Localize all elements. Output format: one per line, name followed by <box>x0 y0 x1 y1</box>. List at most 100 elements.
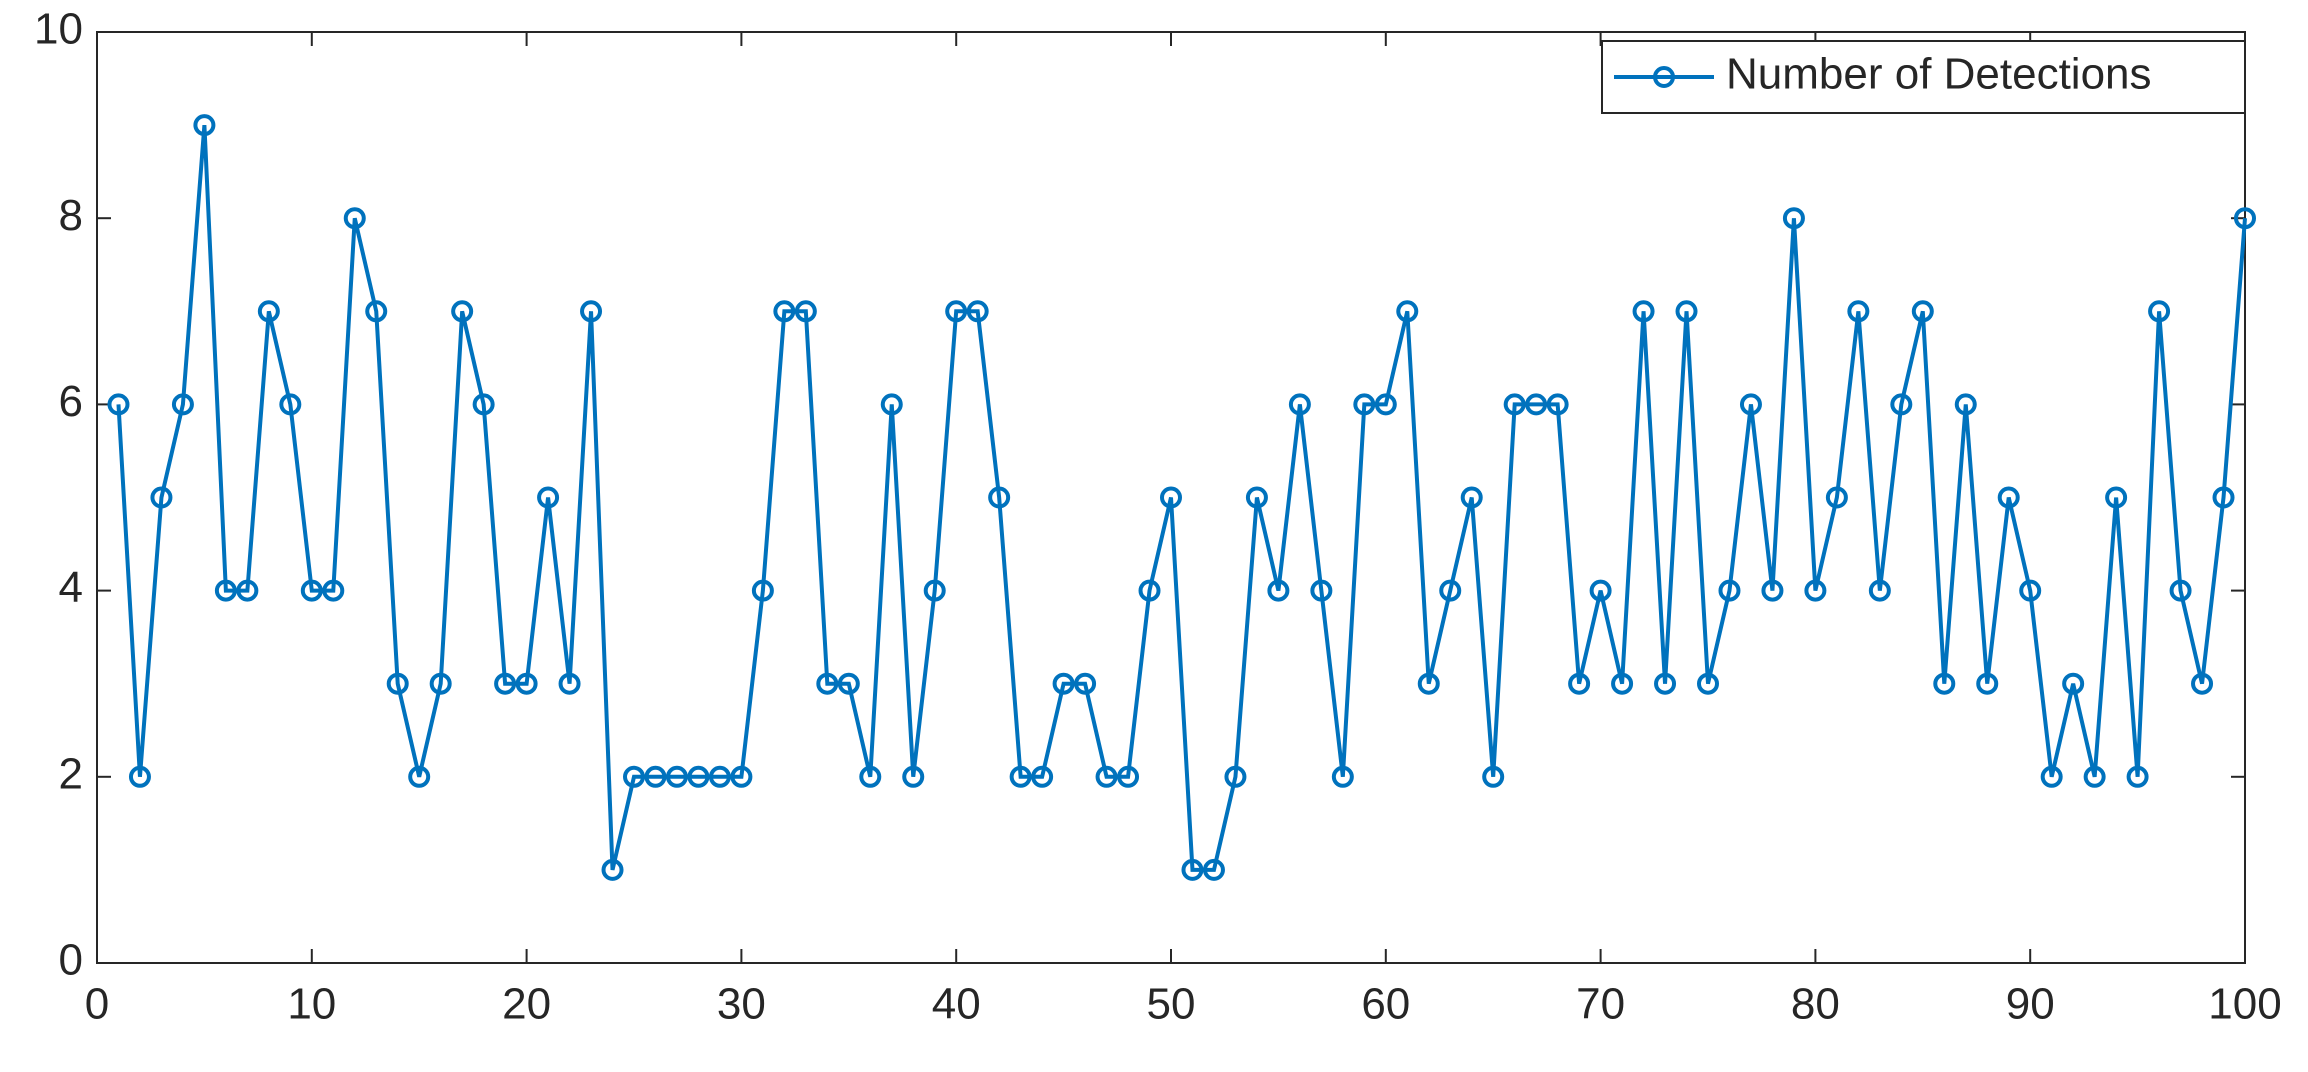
data-point <box>1911 300 1934 323</box>
data-point <box>1611 672 1634 695</box>
x-tick-label: 0 <box>85 980 109 1029</box>
data-point <box>1353 393 1376 416</box>
data-point <box>1374 393 1397 416</box>
data-point <box>537 486 560 509</box>
data-point <box>2062 672 2085 695</box>
data-point <box>1074 672 1097 695</box>
data-point <box>1331 765 1354 788</box>
data-point <box>623 765 645 788</box>
data-point <box>923 579 946 602</box>
data-point <box>1160 486 1182 509</box>
data-point <box>837 672 860 695</box>
data-point <box>2105 486 2128 509</box>
data-point <box>751 579 774 602</box>
data-point <box>1782 207 1805 230</box>
data-point <box>1202 858 1225 881</box>
data-point <box>2148 300 2171 323</box>
data-point <box>1654 672 1677 695</box>
y-tick-label: 10 <box>34 5 83 54</box>
data-point <box>1031 765 1054 788</box>
data-point <box>880 393 903 416</box>
data-point <box>988 486 1011 509</box>
data-point <box>2126 765 2149 788</box>
data-point <box>1503 393 1526 416</box>
data-point <box>1181 858 1204 881</box>
data-point <box>2083 765 2106 788</box>
data-point <box>1267 579 1290 602</box>
data-point <box>494 672 517 695</box>
data-point <box>1482 765 1505 788</box>
data-point <box>2234 207 2256 230</box>
data-point <box>644 765 667 788</box>
data-point <box>902 765 925 788</box>
data-point <box>1718 579 1741 602</box>
data-point <box>1589 579 1612 602</box>
data-point <box>515 672 538 695</box>
data-point <box>1761 579 1784 602</box>
data-point <box>1825 486 1848 509</box>
data-point <box>1117 765 1140 788</box>
data-point <box>1396 300 1419 323</box>
data-point <box>1224 765 1247 788</box>
x-tick-label: 70 <box>1576 980 1625 1029</box>
data-point <box>665 765 688 788</box>
x-tick-label: 90 <box>2006 980 2055 1029</box>
data-point <box>107 393 130 416</box>
data-point <box>966 300 989 323</box>
y-tick-label: 4 <box>59 563 83 612</box>
legend: Number of Detections <box>1601 40 2246 114</box>
data-point <box>1933 672 1956 695</box>
y-tick-label: 8 <box>59 191 83 240</box>
data-point <box>1890 393 1913 416</box>
data-point <box>236 579 259 602</box>
y-tick-label: 0 <box>59 936 83 985</box>
data-point <box>386 672 409 695</box>
data-point <box>300 579 323 602</box>
data-point <box>1847 300 1870 323</box>
x-tick-label: 80 <box>1791 980 1840 1029</box>
x-tick-label: 100 <box>2208 980 2281 1029</box>
data-point <box>214 579 237 602</box>
data-point <box>816 672 839 695</box>
data-point <box>1052 672 1075 695</box>
legend-label: Number of Detections <box>1726 50 2152 99</box>
x-tick-label: 10 <box>287 980 336 1029</box>
y-tick-label: 6 <box>59 377 83 426</box>
data-point <box>279 393 302 416</box>
data-point <box>2040 765 2063 788</box>
data-point <box>2169 579 2192 602</box>
data-point <box>128 765 151 788</box>
x-tick-label: 30 <box>717 980 766 1029</box>
y-tick-label: 2 <box>59 749 83 798</box>
data-point <box>1095 765 1118 788</box>
data-point <box>1632 300 1655 323</box>
x-tick-label: 50 <box>1147 980 1196 1029</box>
data-point <box>429 672 452 695</box>
data-point <box>1976 672 1999 695</box>
data-point <box>794 300 817 323</box>
data-point <box>257 300 280 323</box>
data-point <box>1009 765 1032 788</box>
data-point <box>1868 579 1891 602</box>
data-point <box>1288 393 1311 416</box>
data-point <box>1739 393 1762 416</box>
data-point <box>1525 393 1548 416</box>
data-point <box>859 765 882 788</box>
data-point <box>451 300 474 323</box>
data-point <box>2019 579 2042 602</box>
data-point <box>1954 393 1977 416</box>
legend-marker <box>1653 66 1675 88</box>
data-point <box>365 300 388 323</box>
data-point <box>1675 300 1698 323</box>
data-point <box>1997 486 2020 509</box>
data-point <box>1138 579 1161 602</box>
x-tick-label: 20 <box>502 980 551 1029</box>
x-tick-label: 60 <box>1361 980 1410 1029</box>
data-point <box>1417 672 1440 695</box>
data-point <box>472 393 495 416</box>
data-point <box>1697 672 1719 695</box>
data-point <box>343 207 366 230</box>
data-point <box>730 765 753 788</box>
data-point <box>2212 486 2235 509</box>
data-point <box>773 300 796 323</box>
